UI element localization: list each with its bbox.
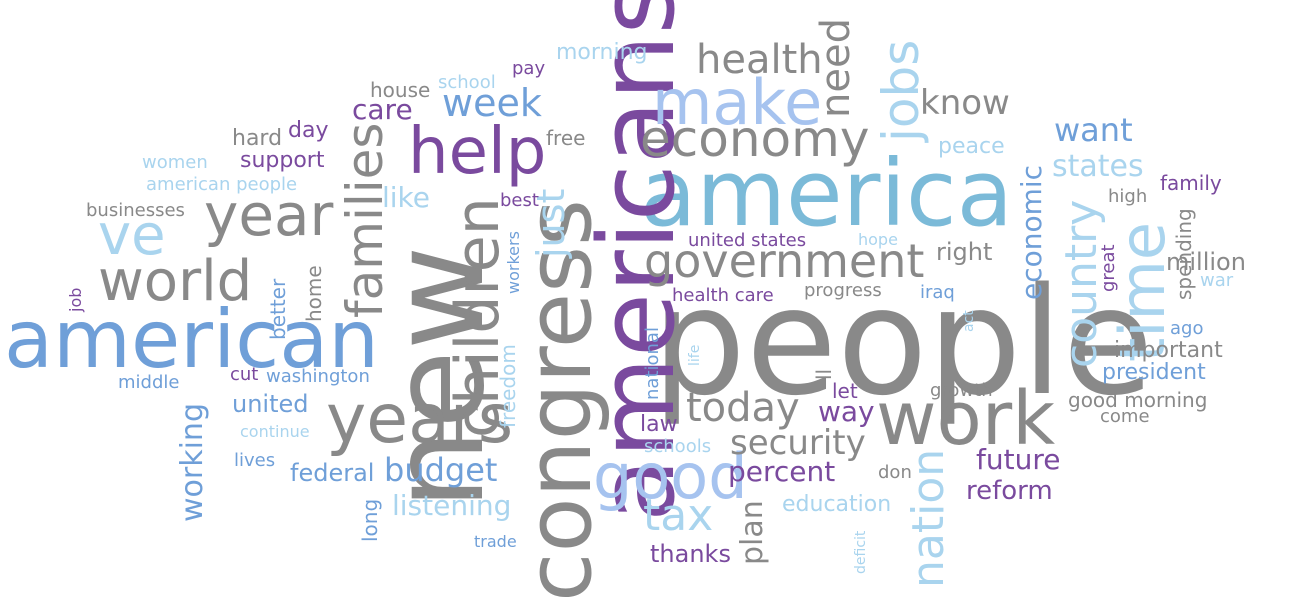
word-american-people: american people	[146, 174, 298, 195]
word-states: states	[1052, 149, 1144, 184]
word-law: law	[640, 412, 678, 437]
word-way: way	[818, 395, 875, 428]
word-united: united	[232, 390, 309, 418]
word-long: long	[358, 498, 382, 542]
word-support: support	[240, 148, 325, 173]
word-washington: washington	[266, 366, 370, 387]
word-future: future	[976, 443, 1061, 476]
word-trade: trade	[474, 532, 517, 551]
word-continue: continue	[240, 422, 310, 441]
word-national: national	[642, 327, 663, 400]
word-jobs: jobs	[872, 39, 930, 142]
word-congress: congress	[507, 199, 612, 602]
word-listening: listening	[392, 489, 512, 522]
word-family: family	[1160, 171, 1222, 195]
word-week: week	[442, 81, 542, 125]
word-reform: reform	[966, 476, 1053, 506]
word-need: need	[813, 18, 859, 118]
word-day: day	[288, 118, 329, 143]
word-years: years	[326, 380, 514, 459]
word-federal: federal	[290, 459, 375, 487]
word-schools: schools	[644, 436, 712, 457]
word-thanks: thanks	[650, 540, 731, 568]
word-great: great	[1098, 244, 1119, 292]
word-tax: tax	[643, 490, 714, 541]
word-pay: pay	[512, 58, 546, 79]
word-want: want	[1054, 111, 1133, 149]
word-peace: peace	[938, 134, 1005, 159]
word-hard: hard	[232, 126, 283, 151]
word-people: people	[652, 256, 1154, 428]
word-lives: lives	[234, 450, 276, 471]
word-know: know	[920, 83, 1010, 123]
word-plan: plan	[735, 500, 770, 565]
word-don: don	[878, 462, 912, 483]
word-make: make	[652, 66, 823, 139]
word-let: let	[832, 379, 858, 403]
word-good-morning: good morning	[1068, 388, 1208, 412]
word-life: life	[687, 344, 703, 366]
word-care: care	[352, 93, 413, 126]
word-economy: economy	[640, 110, 870, 168]
word-job: job	[66, 287, 85, 312]
word-government: government	[644, 234, 925, 288]
word-working: working	[175, 403, 210, 522]
word-freedom: freedom	[496, 344, 520, 428]
word-progress: progress	[804, 280, 882, 301]
word-war: war	[1200, 270, 1234, 291]
word-president: president	[1102, 360, 1206, 385]
word-right: right	[936, 238, 993, 266]
word-growth: growth	[930, 380, 993, 401]
word-security: security	[730, 423, 866, 463]
word-ve: ve	[98, 203, 166, 268]
word-businesses: businesses	[86, 200, 185, 221]
word-act: act	[961, 310, 977, 332]
word-budget: budget	[384, 451, 498, 489]
word-health: health	[696, 37, 823, 83]
word-ago: ago	[1170, 318, 1204, 339]
word-today: today	[686, 385, 800, 431]
word-percent: percent	[728, 455, 836, 488]
word-america: america	[640, 140, 1013, 247]
word-house: house	[370, 78, 431, 102]
word-high: high	[1108, 186, 1148, 207]
word-ll: ll	[812, 368, 836, 380]
word-help: help	[408, 115, 547, 189]
word-come: come	[1100, 406, 1150, 427]
word-world: world	[98, 249, 253, 314]
word-home: home	[302, 265, 326, 322]
word-workers: workers	[504, 231, 523, 294]
word-like: like	[382, 181, 431, 214]
word-education: education	[782, 492, 892, 517]
word-hope: hope	[858, 230, 898, 249]
word-best: best	[500, 190, 539, 211]
word-women: women	[142, 152, 208, 173]
word-american: american	[4, 293, 379, 386]
word-nation: nation	[903, 448, 954, 588]
word-good: good	[593, 440, 748, 513]
word-cut: cut	[230, 364, 259, 385]
word-united-states: united states	[688, 230, 807, 251]
word-spending: spending	[1172, 208, 1196, 300]
word-economic: economic	[1015, 164, 1048, 300]
word-middle: middle	[118, 372, 180, 393]
word-free: free	[546, 126, 586, 150]
word-work: work	[876, 376, 1056, 462]
word-deficit: deficit	[853, 530, 869, 574]
word-morning: morning	[556, 40, 648, 65]
word-million: million	[1166, 248, 1246, 276]
word-important: important	[1114, 338, 1223, 363]
word-year: year	[204, 181, 334, 249]
word-school: school	[438, 72, 496, 93]
word-better: better	[266, 278, 290, 340]
word-families: families	[336, 122, 394, 318]
word-iraq: iraq	[920, 282, 955, 303]
word-health-care: health care	[672, 285, 774, 306]
